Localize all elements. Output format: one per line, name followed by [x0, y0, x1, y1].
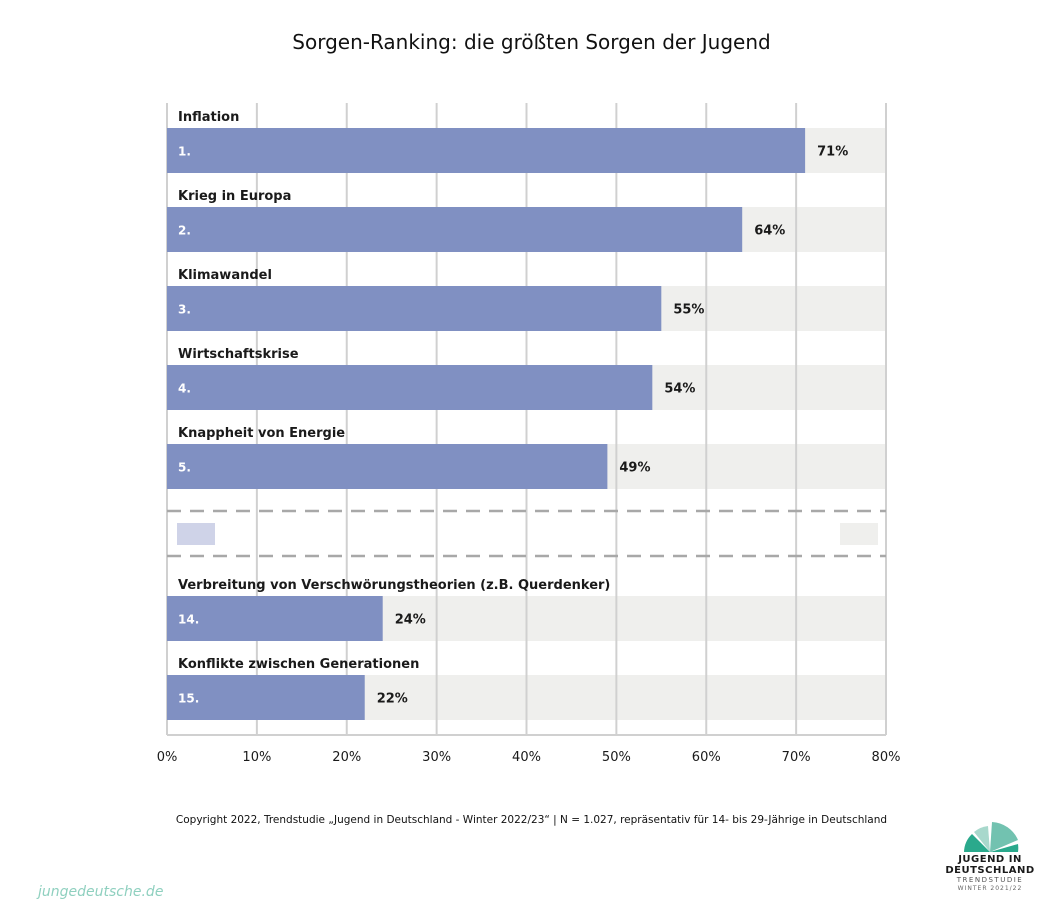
- bar: [167, 286, 662, 331]
- bar: [167, 675, 365, 720]
- logo-line-2: DEUTSCHLAND: [945, 865, 1035, 876]
- value-label: 49%: [619, 461, 650, 476]
- gap-marker-left: [177, 523, 215, 545]
- x-tick-label: 70%: [782, 750, 811, 765]
- x-tick-label: 50%: [602, 750, 631, 765]
- bar: [167, 444, 608, 489]
- value-label: 24%: [395, 613, 426, 628]
- rank-label: 3.: [178, 303, 191, 317]
- category-label: Wirtschaftskrise: [178, 347, 299, 362]
- rank-label: 14.: [178, 613, 199, 627]
- rank-label: 5.: [178, 461, 191, 475]
- x-tick-label: 0%: [157, 750, 178, 765]
- x-tick-label: 40%: [512, 750, 541, 765]
- x-tick-label: 80%: [872, 750, 901, 765]
- bar: [167, 128, 806, 173]
- rank-label: 4.: [178, 382, 191, 396]
- logo-line-4: WINTER 2021/22: [957, 885, 1023, 892]
- x-tick-label: 60%: [692, 750, 721, 765]
- category-label: Inflation: [178, 110, 239, 125]
- value-label: 22%: [377, 692, 408, 707]
- rank-label: 2.: [178, 224, 191, 238]
- copyright-note: Copyright 2022, Trendstudie „Jugend in D…: [175, 814, 888, 826]
- category-label: Konflikte zwischen Generationen: [178, 657, 419, 672]
- bar: [167, 596, 383, 641]
- site-link[interactable]: jungedeutsche.de: [38, 884, 164, 900]
- chart-title: Sorgen-Ranking: die größten Sorgen der J…: [292, 30, 771, 54]
- value-label: 64%: [754, 224, 785, 239]
- category-label: Knappheit von Energie: [178, 426, 345, 441]
- category-label: Krieg in Europa: [178, 189, 291, 204]
- value-label: 71%: [817, 145, 848, 160]
- logo-fan-icon: [964, 822, 1019, 852]
- gap-marker-right: [840, 523, 878, 545]
- bar: [167, 207, 743, 252]
- x-tick-label: 10%: [242, 750, 271, 765]
- logo-line-1: JUGEND IN: [958, 854, 1022, 865]
- bar: [167, 365, 653, 410]
- x-tick-label: 20%: [332, 750, 361, 765]
- x-tick-label: 30%: [422, 750, 451, 765]
- value-label: 54%: [664, 382, 695, 397]
- rank-label: 1.: [178, 145, 191, 159]
- value-label: 55%: [673, 303, 704, 318]
- logo-line-3: TRENDSTUDIE: [956, 876, 1024, 884]
- brand-logo: JUGEND IN DEUTSCHLAND TRENDSTUDIE WINTER…: [945, 818, 1035, 893]
- rank-label: 15.: [178, 692, 199, 706]
- category-label: Verbreitung von Verschwörungstheorien (z…: [178, 578, 610, 593]
- category-label: Klimawandel: [178, 268, 272, 283]
